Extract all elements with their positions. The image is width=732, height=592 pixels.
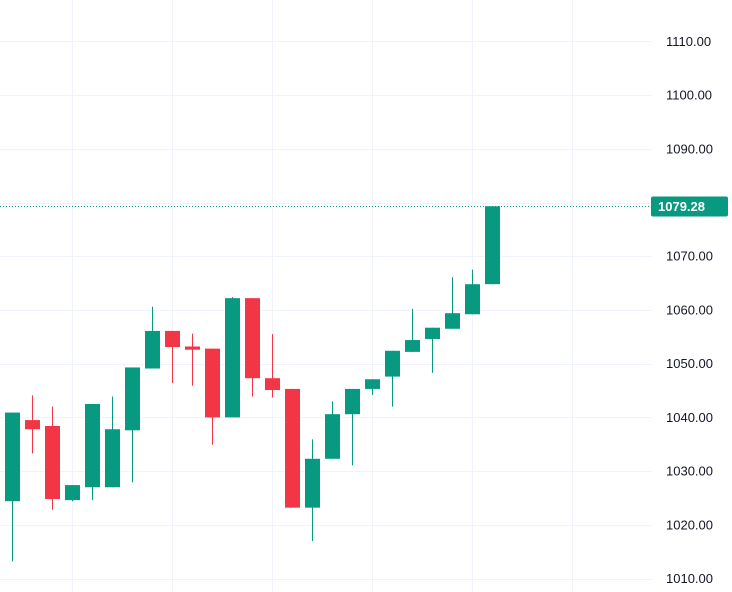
y-tick-label: 1030.00 [666,464,713,479]
last-price-label: 1079.28 [658,199,705,214]
candle-body [185,346,200,350]
candle-body [165,330,180,348]
candle[interactable] [465,269,480,315]
candle-body [445,313,460,329]
candle[interactable] [485,206,500,285]
candle[interactable] [205,348,220,445]
candle[interactable] [425,327,440,373]
candle-body [145,330,160,369]
candle-body [65,485,80,501]
candle-body [425,327,440,339]
candle-body [465,284,480,315]
candle[interactable] [165,330,180,384]
candle[interactable] [145,306,160,369]
candle[interactable] [305,439,320,541]
candle-body [265,378,280,391]
candle-body [365,379,380,389]
candle-body [405,340,420,352]
candle[interactable] [365,379,380,395]
candle[interactable] [285,388,300,508]
candle-body [205,348,220,418]
candle[interactable] [25,395,40,454]
vertical-grid [72,0,573,592]
candle-body [25,420,40,430]
candle[interactable] [45,406,60,510]
candle-body [125,367,140,431]
candle[interactable] [385,350,400,407]
last-price-tag-background [651,196,728,217]
candle-body [225,298,240,418]
candle-body [85,403,100,488]
candle[interactable] [125,367,140,483]
candle[interactable] [345,388,360,466]
candle[interactable] [185,333,200,386]
y-tick-label: 1010.00 [666,571,713,586]
y-tick-label: 1070.00 [666,249,713,264]
candle-body [485,206,500,285]
candle-body [285,388,300,508]
candle[interactable] [265,334,280,398]
candle[interactable] [105,396,120,488]
candle-body [105,429,120,488]
candle[interactable] [225,297,240,418]
candle-body [45,426,60,500]
candle[interactable] [65,485,80,502]
candle[interactable] [445,277,460,329]
y-tick-label: 1060.00 [666,302,713,317]
y-tick-label: 1110.00 [666,34,711,49]
candle[interactable] [85,403,100,501]
y-tick-label: 1040.00 [666,410,713,425]
y-tick-label: 1090.00 [666,141,713,156]
y-tick-label: 1020.00 [666,517,713,532]
candle-body [385,350,400,377]
price-axis[interactable]: 1010.00 1020.00 1030.00 1040.00 1050.00 1060.… [666,34,713,586]
candle-body [305,458,320,508]
candle[interactable] [405,308,420,352]
candle-body [325,414,340,459]
candle-body [5,412,20,502]
candle[interactable] [5,412,20,562]
candle[interactable] [245,298,260,397]
candles-layer [5,206,500,562]
y-tick-label: 1100.00 [666,88,712,103]
last-price-tag: 1079.28 [651,196,728,217]
candle-body [345,388,360,415]
y-tick-label: 1050.00 [666,356,713,371]
candle[interactable] [325,401,340,459]
candle-body [245,298,260,379]
